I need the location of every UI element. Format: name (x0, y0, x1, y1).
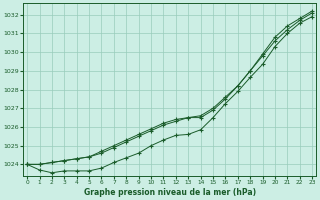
X-axis label: Graphe pression niveau de la mer (hPa): Graphe pression niveau de la mer (hPa) (84, 188, 256, 197)
